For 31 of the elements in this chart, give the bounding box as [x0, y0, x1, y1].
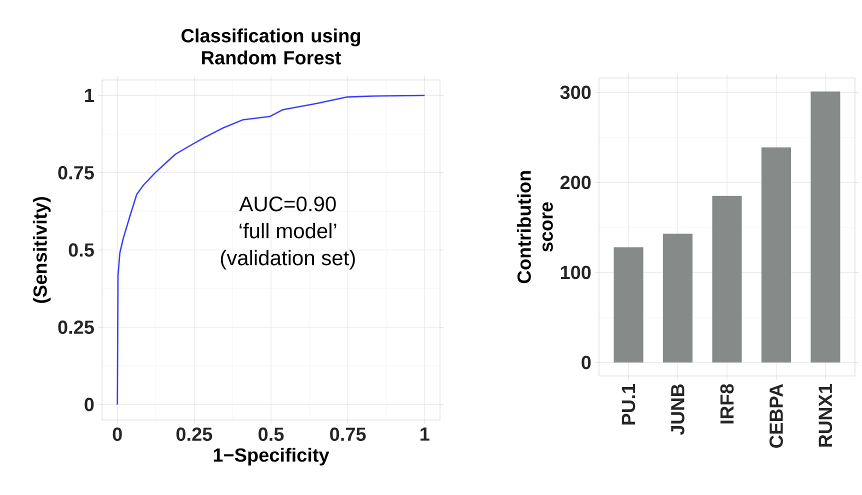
x-tick-label: 0.5: [258, 428, 284, 441]
bar: [761, 147, 791, 362]
y-tick-label: 0.5: [68, 243, 94, 257]
y-axis-title: Contribution score: [516, 171, 553, 284]
x-tick-label: JUNB: [671, 384, 684, 435]
y-tick-label: 0.75: [58, 166, 94, 180]
bar: [614, 247, 644, 362]
x-tick-label: 0.75: [330, 428, 366, 441]
annotation: (validation set): [220, 250, 355, 270]
y-tick-label: 100: [560, 266, 591, 280]
x-tick-label: 1: [420, 428, 430, 441]
annotation: ‘full model’: [240, 222, 336, 238]
bar: [810, 92, 840, 362]
y-tick-label: 300: [560, 86, 591, 100]
y-axis-title: (Sensitivity): [32, 197, 51, 303]
x-tick-label: CEBPA: [769, 384, 783, 448]
y-tick-label: 1: [85, 88, 94, 102]
line-series: [116, 94, 426, 406]
x-axis-title: 1−Specificity: [214, 448, 330, 466]
x-tick-label: 0.25: [176, 428, 212, 441]
x-tick-label: IRF8: [720, 384, 734, 424]
y-tick-label: 0: [582, 356, 591, 370]
bar: [662, 234, 693, 362]
x-tick-label: RUNX1: [818, 384, 832, 447]
x-tick-label: 0: [112, 428, 122, 441]
x-tick-label: PU.1: [622, 384, 636, 424]
y-tick-label: 0.25: [58, 320, 94, 334]
annotation: AUC=0.90: [239, 196, 336, 212]
y-tick-label: 200: [560, 176, 591, 190]
bar: [712, 196, 742, 362]
chart-title: Classification using Random Forest: [182, 28, 360, 64]
